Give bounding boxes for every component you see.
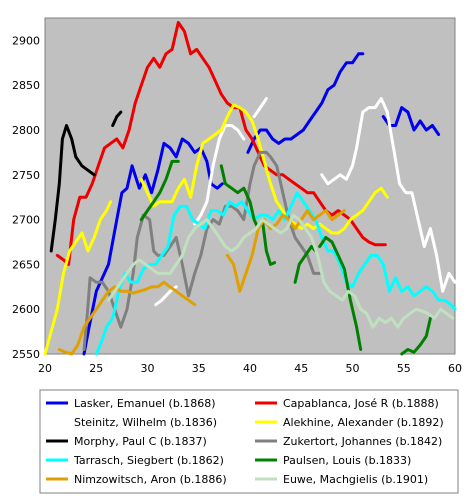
series-1-line-0 (55, 21, 387, 266)
legend-items: Lasker, Emanuel (b.1868) Capablanca, José… (46, 397, 444, 486)
y-tick-label: 2750 (12, 169, 40, 182)
series-0 (82, 52, 441, 356)
series-7-line-1 (219, 164, 277, 266)
series-2-line-2 (252, 97, 268, 119)
legend-item: Tarrasch, Siegbert (b.1862) (46, 454, 224, 467)
x-tick-label: 30 (141, 362, 155, 375)
series-2-line-1 (193, 124, 246, 226)
series-6 (94, 191, 457, 356)
legend-label: Capablanca, José R (b.1888) (283, 397, 439, 410)
legend-item: Zukertort, Johannes (b.1842) (255, 435, 442, 448)
series-0-line-2 (381, 106, 441, 136)
x-axis-ticks: 20 25 30 35 40 45 50 55 60 (38, 362, 462, 375)
series-8-line-1 (225, 209, 346, 293)
series-5 (82, 150, 322, 351)
series-7 (139, 159, 432, 356)
x-tick-label: 25 (89, 362, 103, 375)
y-tick-label: 2650 (12, 258, 40, 271)
legend-label: Alekhine, Alexander (b.1892) (283, 416, 444, 429)
y-tick-label: 2900 (12, 34, 40, 47)
series-1 (55, 21, 387, 266)
y-tick-label: 2550 (12, 348, 40, 361)
x-tick-label: 60 (448, 362, 462, 375)
legend-item: Nimzowitsch, Aron (b.1886) (46, 473, 227, 486)
series-4-line-0 (49, 124, 96, 253)
legend (39, 389, 459, 494)
y-tick-label: 2800 (12, 124, 40, 137)
y-tick-label: 2700 (12, 214, 40, 227)
series-7-line-0 (139, 159, 180, 222)
y-tick-label: 2850 (12, 79, 40, 92)
x-tick-label: 40 (243, 362, 257, 375)
legend-label: Nimzowitsch, Aron (b.1886) (74, 473, 227, 486)
legend-label: Lasker, Emanuel (b.1868) (74, 397, 216, 410)
legend-item: Lasker, Emanuel (b.1868) (46, 397, 216, 410)
series-7-line-2 (293, 245, 318, 284)
series-9-line-0 (107, 213, 455, 329)
legend-label: Morphy, Paul C (b.1837) (74, 435, 207, 448)
series-4 (49, 110, 123, 253)
series-5-line-0 (82, 150, 322, 351)
series-3 (43, 103, 389, 356)
series-6-line-0 (94, 191, 457, 356)
series-4-line-1 (111, 110, 123, 127)
series-8-line-0 (57, 280, 197, 356)
series-9 (107, 213, 455, 329)
series-7-line-4 (400, 316, 432, 356)
series-8 (57, 209, 346, 356)
legend-label: Euwe, Machgielis (b.1901) (283, 473, 428, 486)
series-3-line-0 (43, 200, 113, 356)
x-tick-label: 50 (346, 362, 360, 375)
legend-item: Alekhine, Alexander (b.1892) (255, 416, 444, 429)
series-0-line-1 (246, 52, 365, 154)
series-2 (154, 97, 457, 307)
series-3-line-1 (139, 103, 389, 235)
legend-label: Steinitz, Wilhelm (b.1836) (74, 416, 217, 429)
series-0-line-0 (82, 137, 224, 356)
series-layer (43, 21, 457, 356)
x-tick-label: 35 (192, 362, 206, 375)
legend-item: Morphy, Paul C (b.1837) (46, 435, 207, 448)
x-tick-label: 55 (397, 362, 411, 375)
series-2-line-3 (320, 97, 457, 293)
y-tick-label: 2600 (12, 303, 40, 316)
series-7-line-3 (318, 236, 363, 351)
legend-label: Paulsen, Louis (b.1833) (283, 454, 411, 467)
legend-label: Tarrasch, Siegbert (b.1862) (73, 454, 224, 467)
legend-item: Capablanca, José R (b.1888) (255, 397, 439, 410)
x-tick-label: 20 (38, 362, 52, 375)
x-tick-label: 45 (294, 362, 308, 375)
legend-item: Euwe, Machgielis (b.1901) (255, 473, 428, 486)
y-axis-ticks: 2550 2600 2650 2700 2750 2800 2850 2900 (12, 34, 40, 361)
legend-item: Steinitz, Wilhelm (b.1836) (46, 416, 217, 429)
legend-label: Zukertort, Johannes (b.1842) (283, 435, 442, 448)
legend-item: Paulsen, Louis (b.1833) (255, 454, 411, 467)
